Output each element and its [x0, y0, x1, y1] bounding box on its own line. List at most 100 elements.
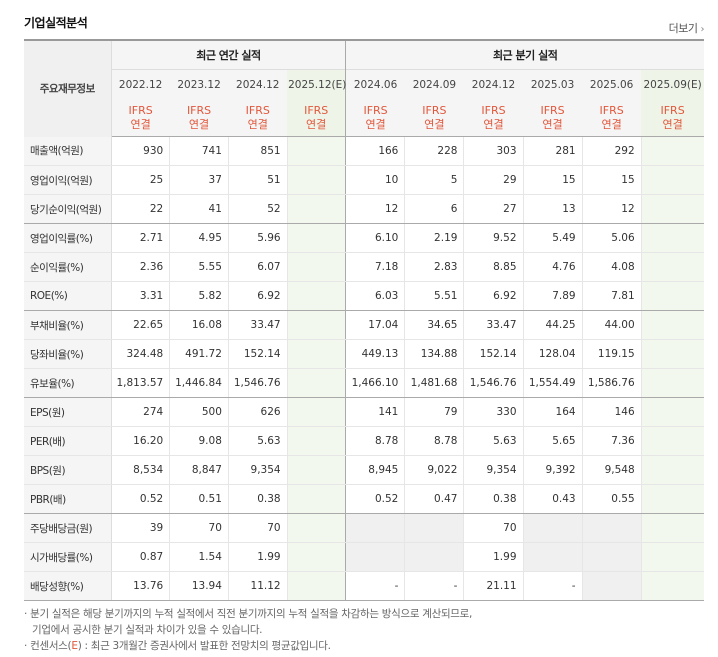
table-row: 당좌비율(%) 324.48 491.72 152.14 449.13 134.88 152…: [24, 339, 704, 369]
table-cell: 5.96: [227, 223, 288, 253]
table-row: 영업이익률(%) 2.71 4.95 5.96 6.10 2.19 9.52 5.49 5.06: [24, 223, 704, 253]
bullet-icon: ·: [24, 608, 28, 620]
table-cell: [581, 571, 642, 601]
table-cell: 33.47: [227, 310, 288, 340]
table-cell: -: [404, 571, 464, 601]
table-cell: 13.76: [111, 571, 170, 601]
standard-ifrs: IFRS: [660, 104, 685, 117]
table-cell: 70: [463, 513, 524, 543]
table-cell: [286, 194, 347, 224]
table-cell: 1.99: [463, 542, 524, 572]
table-row: PER(배) 16.20 9.08 5.63 8.78 8.78 5.63 5.65 7.36: [24, 426, 704, 456]
table-cell: 7.89: [522, 281, 583, 311]
table-cell: 13.94: [169, 571, 229, 601]
table-cell: 37: [169, 165, 229, 195]
table-cell: 79: [404, 397, 464, 427]
table-cell: 0.87: [111, 542, 170, 572]
row-label: 배당성향(%): [24, 571, 112, 601]
table-cell: [640, 571, 704, 601]
table-body: 매출액(억원) 930 741 851 166 228 303 281 292 영업이익(억원) 2…: [24, 136, 704, 601]
row-label: 부채비율(%): [24, 310, 112, 340]
annual-group-header: 최근 연간 실적: [111, 39, 347, 70]
more-link[interactable]: 더보기 ›: [668, 20, 705, 36]
table-cell: [286, 310, 347, 340]
standard-header: IFRS 연결: [111, 100, 170, 137]
table-cell: 281: [522, 136, 583, 166]
standard-consolidated: 연결: [306, 118, 327, 131]
row-label: PBR(배): [24, 484, 112, 514]
standard-header: IFRS 연결: [523, 100, 583, 137]
table-cell: 292: [581, 136, 642, 166]
table-row: 매출액(억원) 930 741 851 166 228 303 281 292: [24, 136, 704, 166]
table-cell: 0.52: [111, 484, 170, 514]
table-cell: [286, 455, 347, 485]
table-cell: 7.81: [581, 281, 642, 311]
table-cell: 34.65: [404, 310, 464, 340]
table-cell: 8.85: [463, 252, 524, 282]
table-cell: 449.13: [345, 339, 405, 369]
table-cell: 0.43: [522, 484, 583, 514]
standard-ifrs: IFRS: [422, 104, 447, 117]
table-row: 순이익률(%) 2.36 5.55 6.07 7.18 2.83 8.85 4.76 4.08: [24, 252, 704, 282]
table-cell: 6.92: [463, 281, 524, 311]
table-cell: 491.72: [169, 339, 229, 369]
row-label: 당기순이익(억원): [24, 194, 112, 224]
quarter-group-header: 최근 분기 실적: [345, 39, 704, 70]
table-cell: 12: [345, 194, 405, 224]
table-cell: 44.25: [522, 310, 583, 340]
table-row: 부채비율(%) 22.65 16.08 33.47 17.04 34.65 33.47 44.…: [24, 310, 704, 340]
estimate-mark: E: [71, 640, 78, 652]
period-header: 2024.06: [345, 69, 405, 100]
table-cell: [640, 165, 704, 195]
row-label: EPS(원): [24, 397, 112, 427]
table-row: 당기순이익(억원) 22 41 52 12 6 27 13 12: [24, 194, 704, 224]
table-cell: 152.14: [227, 339, 288, 369]
footnote-2: · 컨센서스(E) : 최근 3개월간 증권사에서 발표한 전망치의 평균값입니…: [24, 638, 704, 654]
table-cell: 2.71: [111, 223, 170, 253]
chevron-right-icon: ›: [700, 24, 705, 35]
table-cell: 5.82: [169, 281, 229, 311]
table-cell: [640, 281, 704, 311]
table-row: PBR(배) 0.52 0.51 0.38 0.52 0.47 0.38 0.43 0.55: [24, 484, 704, 514]
table-cell: [640, 484, 704, 514]
table-cell: 39: [111, 513, 170, 543]
table-cell: [286, 484, 347, 514]
bullet-icon: ·: [24, 640, 28, 652]
table-cell: 5.63: [227, 426, 288, 456]
table-cell: 1,481.68: [404, 368, 464, 398]
table-cell: 17.04: [345, 310, 405, 340]
table-row: 주당배당금(원) 39 70 70 70: [24, 513, 704, 543]
table-cell: 0.38: [463, 484, 524, 514]
row-label: PER(배): [24, 426, 112, 456]
table-cell: 274: [111, 397, 170, 427]
table-cell: 141: [345, 397, 405, 427]
table-cell: [286, 165, 347, 195]
more-label[interactable]: 더보기: [668, 22, 698, 35]
table-cell: 324.48: [111, 339, 170, 369]
row-label: 시가배당률(%): [24, 542, 112, 572]
table-cell: 1.99: [227, 542, 288, 572]
table-cell: 9,354: [227, 455, 288, 485]
table-cell: 4.08: [581, 252, 642, 282]
table-cell: 6: [404, 194, 464, 224]
table-cell: 4.76: [522, 252, 583, 282]
table-cell: [286, 426, 347, 456]
table-cell: 2.36: [111, 252, 170, 282]
section-title: 기업실적분석: [24, 16, 88, 30]
table-cell: 27: [463, 194, 524, 224]
table-cell: 44.00: [581, 310, 642, 340]
table-cell: 12: [581, 194, 642, 224]
table-cell: 16.20: [111, 426, 170, 456]
table-cell: [286, 223, 347, 253]
table-cell: 7.18: [345, 252, 405, 282]
period-header: 2023.12: [169, 69, 229, 100]
table-cell: [640, 136, 704, 166]
table-row: 배당성향(%) 13.76 13.94 11.12- -21.11-: [24, 571, 704, 601]
table-cell: 9,392: [522, 455, 583, 485]
standard-header: IFRS 연결: [463, 100, 524, 137]
table-cell: 11.12: [227, 571, 288, 601]
table-cell: [286, 542, 347, 572]
table-cell: 10: [345, 165, 405, 195]
footnote-2-prefix: 컨센서스(: [30, 640, 72, 652]
table-cell: [640, 513, 704, 543]
